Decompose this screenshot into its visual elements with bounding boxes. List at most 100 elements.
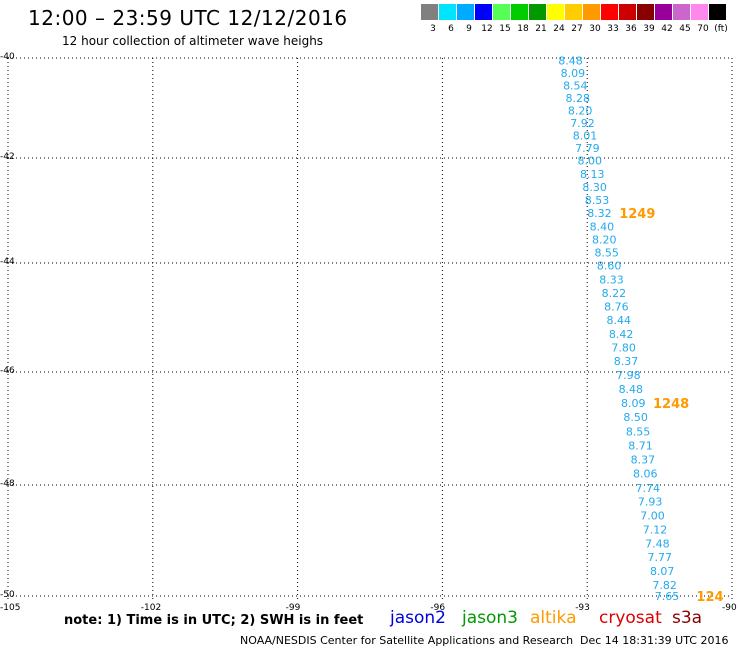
scale-label: 36 <box>625 24 637 34</box>
scale-label: 24 <box>553 24 565 34</box>
swh-value: 8.76 <box>604 301 629 314</box>
map-title: 12:00 – 23:59 UTC 12/12/2016 <box>28 6 348 30</box>
satellite-altika: altika <box>530 608 577 628</box>
swh-value: 8.09 <box>561 67 586 80</box>
swh-value: 8.13 <box>580 168 605 181</box>
scale-swatch <box>511 4 528 20</box>
swh-value: 7.98 <box>616 369 641 382</box>
scale-label: (ft) <box>714 24 728 34</box>
satellite-jason2: jason2 <box>390 608 446 628</box>
swh-value: 8.37 <box>614 355 639 368</box>
swh-value: 7.48 <box>645 537 670 550</box>
lon-label: -105 <box>0 603 21 613</box>
footer-note: note: 1) Time is in UTC; 2) SWH is in fe… <box>64 613 364 628</box>
lat-label: -42 <box>0 152 15 162</box>
swh-value: 7.92 <box>570 117 595 130</box>
scale-swatch <box>421 4 438 20</box>
scale-swatch <box>547 4 564 20</box>
scale-label: 12 <box>481 24 493 34</box>
swh-value: 8.71 <box>628 439 653 452</box>
scale-swatch <box>637 4 654 20</box>
time-labels: 1249 1248 124 <box>619 207 723 605</box>
swh-value: 7.80 <box>611 341 636 354</box>
scale-swatch <box>493 4 510 20</box>
swh-value: 7.82 <box>652 579 677 592</box>
time-label: 1248 <box>653 397 689 412</box>
scale-swatch <box>673 4 690 20</box>
satellite-cryosat: cryosat <box>599 608 662 628</box>
time-label: 1249 <box>619 207 655 222</box>
swh-value: 8.20 <box>592 233 617 246</box>
scale-label: 6 <box>448 24 454 34</box>
swh-value: 8.00 <box>578 155 603 168</box>
scale-label: 18 <box>517 24 529 34</box>
scale-label: 3 <box>430 24 436 34</box>
swh-value: 7.74 <box>635 482 660 495</box>
scale-label: 9 <box>466 24 472 34</box>
scale-swatch <box>583 4 600 20</box>
scale-label: 70 <box>697 24 709 34</box>
swh-value: 8.20 <box>568 105 593 118</box>
swh-value: 8.01 <box>573 130 598 143</box>
lat-label: -50 <box>0 590 15 600</box>
scale-label: 21 <box>535 24 547 34</box>
swh-value: 8.48 <box>558 55 583 68</box>
swh-value: 8.53 <box>585 194 610 207</box>
swh-value: 8.42 <box>609 328 634 341</box>
scale-swatch <box>709 4 726 20</box>
satellite-s3a: s3a <box>672 608 703 628</box>
scale-swatch <box>691 4 708 20</box>
swh-value: 8.06 <box>633 468 658 481</box>
lat-label: -44 <box>0 257 15 267</box>
scale-label: 30 <box>589 24 601 34</box>
lon-label: -93 <box>575 603 590 613</box>
swh-value: 8.50 <box>623 411 648 424</box>
swh-value: 8.22 <box>602 287 627 300</box>
swh-value: 8.55 <box>626 425 651 438</box>
lon-label: -99 <box>285 603 301 613</box>
scale-label: 33 <box>607 24 619 34</box>
swh-value: 7.93 <box>638 496 663 509</box>
swh-value: 8.48 <box>619 383 644 396</box>
swh-value: 8.55 <box>594 247 619 260</box>
scale-label: 15 <box>499 24 511 34</box>
scale-label: 42 <box>661 24 673 34</box>
lon-label: -90 <box>722 603 737 613</box>
swh-value: 8.32 <box>587 207 612 220</box>
swh-value: 7.00 <box>640 510 665 523</box>
scale-swatch <box>565 4 582 20</box>
lon-label: -102 <box>140 603 162 613</box>
scale-swatch <box>619 4 636 20</box>
scale-label: 27 <box>571 24 583 34</box>
swh-value: 8.07 <box>650 565 675 578</box>
time-label: 124 <box>696 590 723 605</box>
lon-label: -96 <box>430 603 446 613</box>
scale-swatch <box>601 4 618 20</box>
scale-swatch <box>439 4 456 20</box>
scale-swatch <box>529 4 546 20</box>
swh-value: 8.09 <box>621 397 646 410</box>
swh-value: 8.30 <box>582 181 607 194</box>
scale-swatch <box>457 4 474 20</box>
swh-value: 7.79 <box>575 142 600 155</box>
lat-label: -48 <box>0 479 15 489</box>
swh-value: 7.77 <box>648 551 673 564</box>
timestamp: Dec 14 18:31:39 UTC 2016 <box>580 634 729 647</box>
satellite-track: 8.488.098.548.288.207.928.017.798.008.13… <box>558 55 679 604</box>
credit-line: NOAA/NESDIS Center for Satellite Applica… <box>240 634 574 647</box>
swh-value: 7.65 <box>655 590 680 603</box>
scale-label: 45 <box>679 24 691 34</box>
satellite-jason3: jason3 <box>462 608 518 628</box>
swh-value: 8.40 <box>590 220 615 233</box>
swh-value: 7.12 <box>643 523 668 536</box>
lat-label: -40 <box>0 52 15 62</box>
lat-label: -46 <box>0 366 15 376</box>
map-subtitle: 12 hour collection of altimeter wave hei… <box>62 34 324 48</box>
swh-value: 8.28 <box>565 92 590 105</box>
scale-label: 39 <box>643 24 655 34</box>
swh-value: 8.33 <box>599 273 624 286</box>
lat-lon-grid <box>7 57 733 600</box>
swh-value: 8.37 <box>631 454 656 467</box>
swh-value: 8.60 <box>597 260 622 273</box>
